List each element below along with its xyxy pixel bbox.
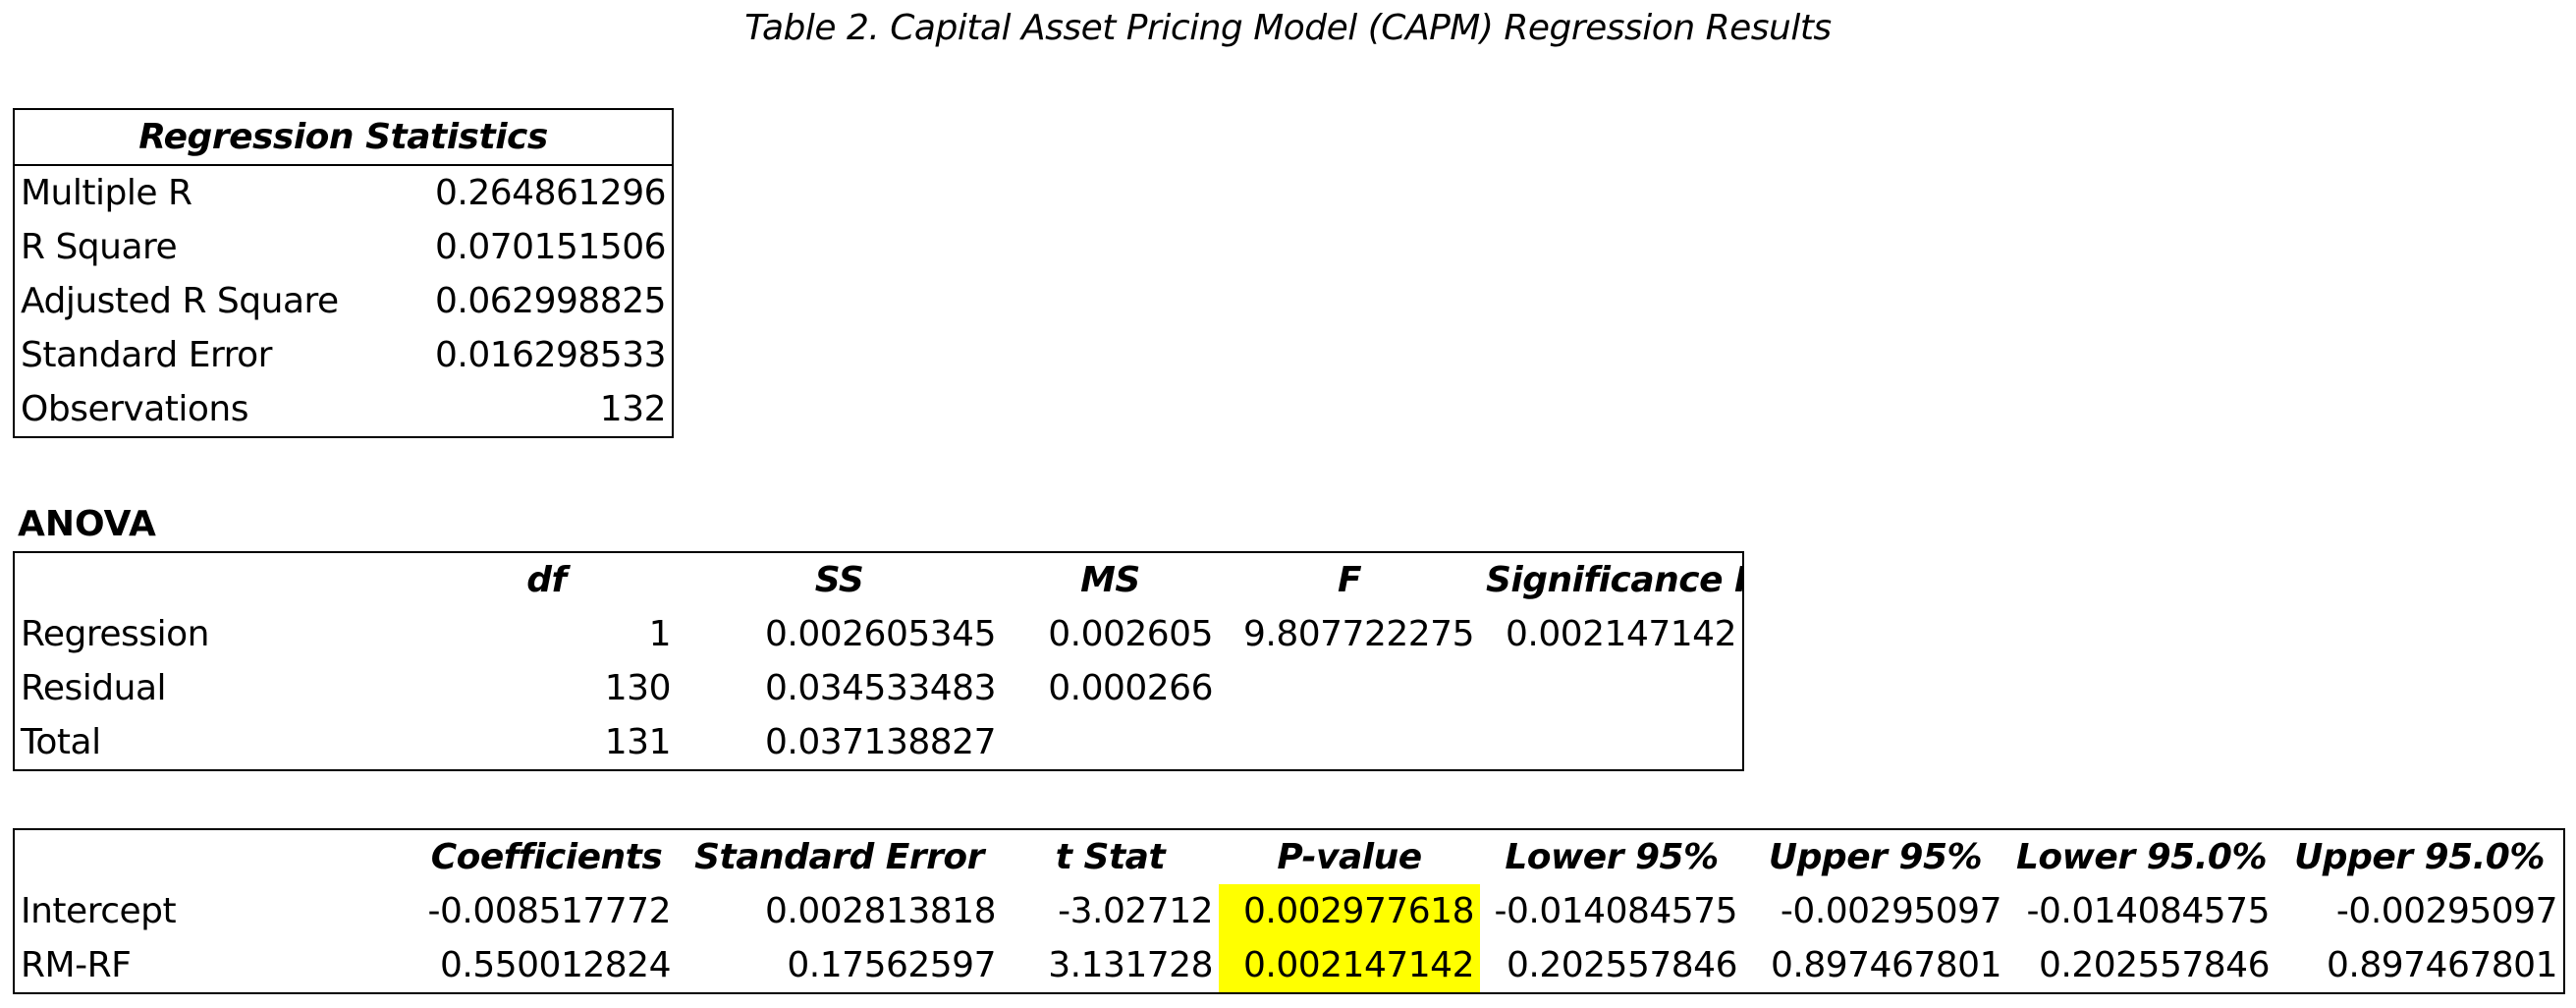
stat-label: Adjusted R Square	[21, 281, 339, 321]
table-row: RM-RF 0.550012824 0.17562597 3.131728 0.…	[14, 938, 2564, 993]
coef-header-lower-95-0: Lower 95.0%	[2015, 837, 2268, 877]
stat-label: Multiple R	[21, 173, 192, 213]
coef-upper-95-0: 0.897467801	[2327, 945, 2558, 985]
coef-t-stat: -3.02712	[1058, 891, 1213, 931]
anova-header-f: F	[1337, 560, 1362, 600]
table-row: Regression 1 0.002605345 0.002605 9.8077…	[14, 607, 1743, 661]
anova-ss: 0.034533483	[765, 668, 997, 708]
anova-ms	[1002, 715, 1219, 770]
coef-header-p-value: P-value	[1277, 837, 1422, 877]
coef-header-upper-95: Upper 95%	[1768, 837, 1983, 877]
table-row: Residual 130 0.034533483 0.000266	[14, 661, 1743, 715]
anova-df: 1	[648, 614, 672, 654]
anova-table: df SS MS F Significance F Regression 1 0…	[13, 551, 1744, 771]
coef-lower-95-0: 0.202557846	[2039, 945, 2271, 985]
stat-value: 0.264861296	[435, 173, 667, 213]
coef-value: -0.008517772	[427, 891, 672, 931]
anova-title: ANOVA	[18, 504, 156, 544]
coef-row-label: RM-RF	[21, 945, 132, 985]
anova-ss: 0.002605345	[765, 614, 997, 654]
anova-df: 130	[604, 668, 672, 708]
coef-value: 0.550012824	[440, 945, 672, 985]
coef-t-stat: 3.131728	[1048, 945, 1213, 985]
table-row: Multiple R 0.264861296	[14, 165, 673, 220]
stat-value: 0.062998825	[435, 281, 667, 321]
anova-header-df: df	[526, 560, 567, 600]
table-row: Intercept -0.008517772 0.002813818 -3.02…	[14, 884, 2564, 938]
coef-header-blank	[14, 829, 416, 884]
anova-header-blank	[14, 552, 416, 607]
coef-lower-95-0: -0.014084575	[2026, 891, 2271, 931]
coef-standard-error: 0.002813818	[765, 891, 997, 931]
anova-row-label: Residual	[21, 668, 167, 708]
anova-row-label: Total	[21, 722, 101, 762]
coef-lower-95: -0.014084575	[1494, 891, 1738, 931]
anova-f	[1219, 661, 1480, 715]
regression-statistics-header: Regression Statistics	[14, 109, 674, 166]
coef-p-value-highlighted: 0.002147142	[1219, 938, 1480, 993]
anova-header-significance-f: Significance F	[1486, 560, 1743, 600]
stat-value: 0.016298533	[435, 335, 667, 375]
stat-value: 132	[599, 389, 667, 429]
coef-lower-95: 0.202557846	[1507, 945, 1738, 985]
coef-header-lower-95: Lower 95%	[1505, 837, 1719, 877]
anova-header-ms: MS	[1080, 560, 1140, 600]
anova-header-ss: SS	[814, 560, 864, 600]
stat-label: Standard Error	[21, 335, 272, 375]
table-caption: Table 2. Capital Asset Pricing Model (CA…	[744, 8, 1832, 48]
anova-significance-f	[1480, 715, 1743, 770]
stat-label: Observations	[21, 389, 248, 429]
table-row: Standard Error 0.016298533	[14, 328, 673, 382]
table-row: Adjusted R Square 0.062998825	[14, 274, 673, 328]
table-row: R Square 0.070151506	[14, 220, 673, 274]
anova-f	[1219, 715, 1480, 770]
coefficients-table: Coefficients Standard Error t Stat P-val…	[13, 828, 2565, 994]
anova-significance-f	[1480, 661, 1743, 715]
regression-statistics-table: Regression Statistics Multiple R 0.26486…	[13, 108, 675, 438]
anova-ms: 0.002605	[1048, 614, 1213, 654]
coef-row-label: Intercept	[21, 891, 177, 931]
coef-upper-95-0: -0.00295097	[2335, 891, 2558, 931]
coef-standard-error: 0.17562597	[787, 945, 996, 985]
stat-value: 0.070151506	[435, 227, 667, 267]
anova-row-label: Regression	[21, 614, 209, 654]
coef-p-value-highlighted: 0.002977618	[1219, 884, 1480, 938]
coef-upper-95: 0.897467801	[1771, 945, 2002, 985]
stat-label: R Square	[21, 227, 178, 267]
table-row: Observations 132	[14, 382, 673, 437]
anova-ss: 0.037138827	[765, 722, 997, 762]
coef-upper-95: -0.00295097	[1780, 891, 2002, 931]
anova-f: 9.807722275	[1243, 614, 1475, 654]
anova-significance-f: 0.002147142	[1506, 614, 1737, 654]
anova-df: 131	[604, 722, 672, 762]
table-row: Total 131 0.037138827	[14, 715, 1743, 770]
coef-header-standard-error: Standard Error	[694, 837, 984, 877]
anova-ms: 0.000266	[1048, 668, 1213, 708]
coef-header-upper-95-0: Upper 95.0%	[2294, 837, 2545, 877]
coef-header-t-stat: t Stat	[1055, 837, 1166, 877]
coef-header-coefficients: Coefficients	[430, 837, 663, 877]
